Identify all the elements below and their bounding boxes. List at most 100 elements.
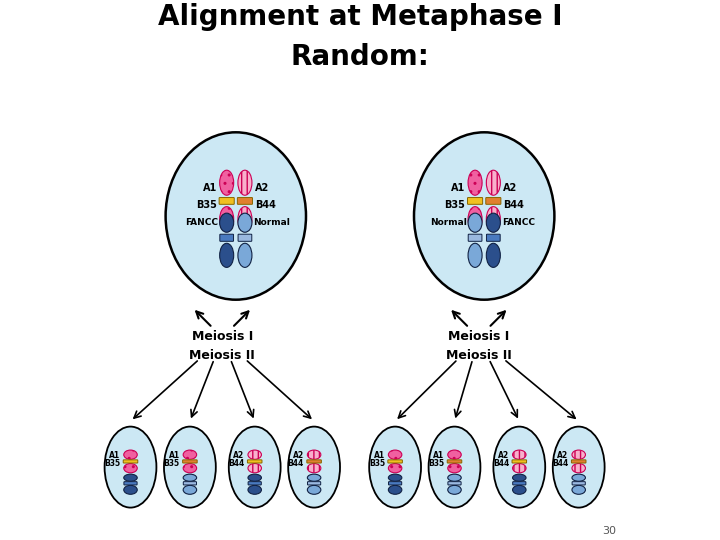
Text: B44: B44 <box>552 460 569 469</box>
FancyBboxPatch shape <box>307 460 321 463</box>
Ellipse shape <box>572 450 585 460</box>
Ellipse shape <box>248 450 261 460</box>
Ellipse shape <box>220 213 234 232</box>
Ellipse shape <box>388 463 402 473</box>
FancyBboxPatch shape <box>512 460 526 463</box>
Ellipse shape <box>124 450 138 460</box>
Text: A2: A2 <box>503 184 518 193</box>
Ellipse shape <box>468 170 482 195</box>
FancyBboxPatch shape <box>513 482 526 485</box>
FancyBboxPatch shape <box>248 460 262 463</box>
Ellipse shape <box>238 244 252 267</box>
Text: A2: A2 <box>498 451 509 460</box>
Ellipse shape <box>183 463 197 473</box>
FancyBboxPatch shape <box>238 234 252 241</box>
Text: FANCC: FANCC <box>502 218 535 227</box>
Ellipse shape <box>414 132 554 300</box>
Ellipse shape <box>238 170 252 195</box>
Ellipse shape <box>486 170 500 195</box>
Text: B35: B35 <box>104 460 120 469</box>
Ellipse shape <box>248 474 261 481</box>
Text: B35: B35 <box>428 460 444 469</box>
FancyBboxPatch shape <box>219 198 234 204</box>
Ellipse shape <box>468 207 482 232</box>
Ellipse shape <box>248 463 261 473</box>
FancyBboxPatch shape <box>183 460 197 463</box>
Ellipse shape <box>238 207 252 232</box>
Text: Meiosis II: Meiosis II <box>189 349 255 362</box>
FancyBboxPatch shape <box>389 482 402 485</box>
FancyBboxPatch shape <box>487 234 500 241</box>
Ellipse shape <box>468 213 482 232</box>
Text: Alignment at Metaphase I: Alignment at Metaphase I <box>158 3 562 31</box>
Ellipse shape <box>183 450 197 460</box>
Ellipse shape <box>388 450 402 460</box>
Ellipse shape <box>493 427 545 508</box>
FancyBboxPatch shape <box>388 460 402 463</box>
Ellipse shape <box>229 427 281 508</box>
Ellipse shape <box>104 427 156 508</box>
Ellipse shape <box>448 463 462 473</box>
FancyBboxPatch shape <box>220 234 233 241</box>
Ellipse shape <box>468 244 482 267</box>
FancyBboxPatch shape <box>486 198 501 204</box>
Ellipse shape <box>307 474 321 481</box>
FancyBboxPatch shape <box>123 460 138 463</box>
Text: A1: A1 <box>451 184 465 193</box>
Text: A1: A1 <box>168 451 180 460</box>
FancyBboxPatch shape <box>467 198 482 204</box>
Text: B44: B44 <box>493 460 509 469</box>
Text: Meiosis I: Meiosis I <box>192 330 253 343</box>
Ellipse shape <box>220 170 234 195</box>
Text: B35: B35 <box>444 200 465 211</box>
Text: B44: B44 <box>503 200 524 211</box>
FancyBboxPatch shape <box>184 482 197 485</box>
Text: B44: B44 <box>288 460 304 469</box>
FancyBboxPatch shape <box>572 460 586 463</box>
Ellipse shape <box>572 463 585 473</box>
Ellipse shape <box>183 485 197 494</box>
Ellipse shape <box>513 485 526 494</box>
FancyBboxPatch shape <box>307 482 320 485</box>
Ellipse shape <box>486 213 500 232</box>
Ellipse shape <box>513 463 526 473</box>
Text: A1: A1 <box>202 184 217 193</box>
Text: A1: A1 <box>109 451 120 460</box>
Ellipse shape <box>238 213 252 232</box>
Ellipse shape <box>164 427 216 508</box>
Ellipse shape <box>288 427 340 508</box>
Ellipse shape <box>369 427 421 508</box>
Ellipse shape <box>448 485 462 494</box>
Ellipse shape <box>388 485 402 494</box>
Text: Random:: Random: <box>291 43 429 71</box>
Ellipse shape <box>307 485 321 494</box>
Ellipse shape <box>124 474 138 481</box>
Text: A2: A2 <box>293 451 304 460</box>
Ellipse shape <box>553 427 605 508</box>
Text: A2: A2 <box>233 451 245 460</box>
Text: Normal: Normal <box>430 218 467 227</box>
FancyBboxPatch shape <box>447 460 462 463</box>
Ellipse shape <box>166 132 306 300</box>
Text: B35: B35 <box>369 460 385 469</box>
Ellipse shape <box>124 463 138 473</box>
Text: B35: B35 <box>196 200 217 211</box>
Ellipse shape <box>486 244 500 267</box>
Ellipse shape <box>428 427 480 508</box>
Ellipse shape <box>183 474 197 481</box>
Ellipse shape <box>220 244 234 267</box>
Ellipse shape <box>486 207 500 232</box>
Text: A2: A2 <box>557 451 569 460</box>
Text: FANCC: FANCC <box>185 218 218 227</box>
FancyBboxPatch shape <box>468 234 482 241</box>
Ellipse shape <box>307 450 321 460</box>
Ellipse shape <box>513 474 526 481</box>
Ellipse shape <box>220 207 234 232</box>
Text: Meiosis I: Meiosis I <box>448 330 510 343</box>
Ellipse shape <box>124 485 138 494</box>
Ellipse shape <box>572 474 585 481</box>
Text: A1: A1 <box>374 451 385 460</box>
FancyBboxPatch shape <box>448 482 461 485</box>
Text: B44: B44 <box>228 460 245 469</box>
Text: 30: 30 <box>603 525 616 536</box>
